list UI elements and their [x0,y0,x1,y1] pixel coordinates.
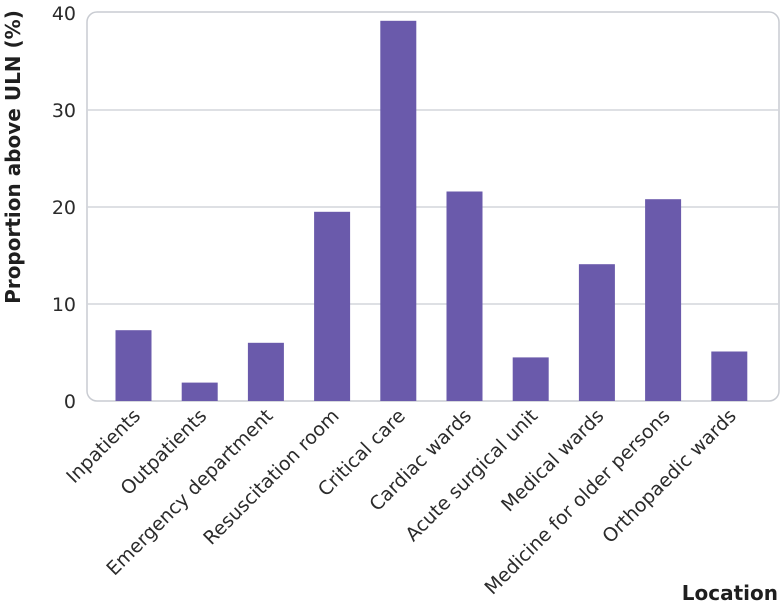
bar [512,357,549,401]
y-tick-label: 30 [52,100,76,122]
bar [314,211,351,401]
bar [711,351,748,401]
y-axis-ticks: 0 10 20 30 40 [52,3,76,413]
bar [446,191,483,401]
bar [380,20,417,402]
x-axis-title: Location [682,581,778,605]
x-tick-label: Orthopaedic wards [598,405,741,548]
bar [115,330,152,401]
y-tick-label: 0 [64,391,76,413]
y-tick-label: 10 [52,294,76,316]
bar [578,264,615,401]
bars [115,20,748,402]
y-tick-label: 40 [52,3,76,25]
y-axis-title: Proportion above ULN (%) [1,10,25,304]
y-tick-label: 20 [52,197,76,219]
bar [247,342,284,401]
bar [645,199,682,401]
bar [181,382,218,401]
